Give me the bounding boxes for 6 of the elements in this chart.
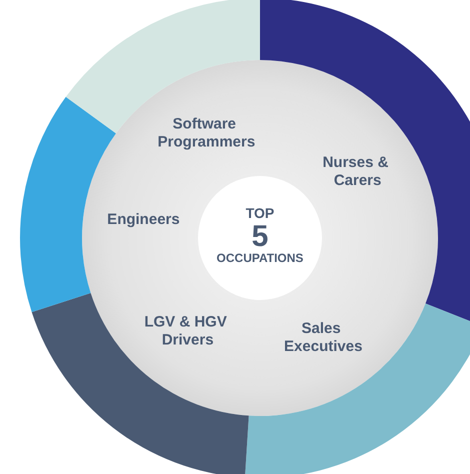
slice-label: Nurses & Carers [322, 154, 393, 190]
slice-label: Engineers [107, 211, 180, 228]
text: TOP 5 OCCUPATIONS [216, 205, 304, 266]
slice-label: Sales Executives [284, 320, 362, 356]
slice-label: Software Programmers [158, 115, 256, 150]
slice-label: LGV & HGV Drivers [144, 314, 232, 349]
